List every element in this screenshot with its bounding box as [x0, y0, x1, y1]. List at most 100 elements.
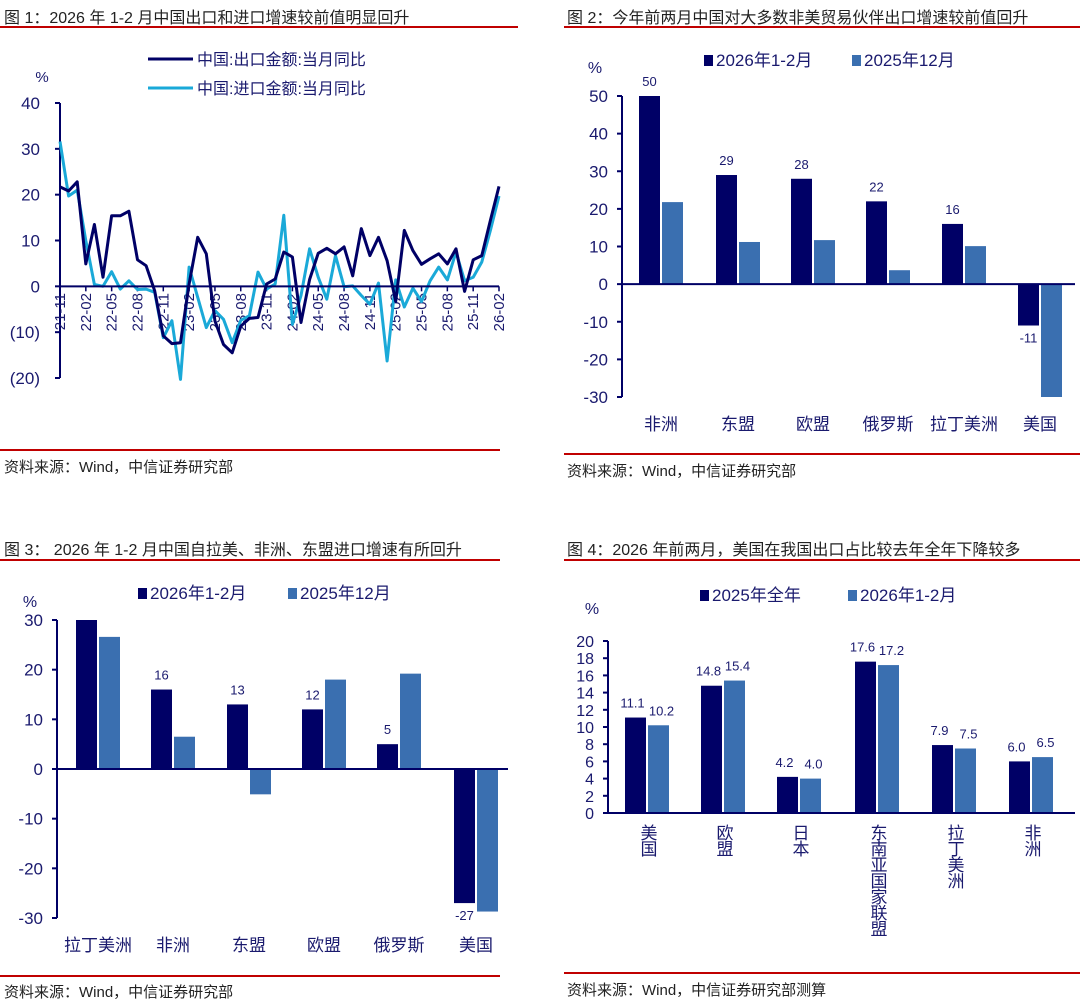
chart3-y-tick-label: 10 — [24, 710, 43, 729]
chart4-data-label: 7.5 — [959, 727, 977, 742]
chart1-y-tick-label: 30 — [21, 140, 40, 159]
chart3-y-tick-label: 0 — [34, 760, 43, 779]
chart4-title-rule — [564, 559, 1080, 561]
chart4-legend-swatch-1 — [848, 590, 857, 601]
chart4-data-label: 4.0 — [804, 757, 822, 772]
chart3-bar-a — [227, 704, 248, 769]
chart3-category-label: 欧盟 — [307, 936, 341, 955]
chart4-category-label: 东南亚国家联盟 — [868, 824, 888, 937]
chart3-category-label: 俄罗斯 — [374, 936, 425, 955]
chart1-x-tick-label: 22-08 — [129, 293, 146, 331]
chart4-source-rule — [564, 972, 1080, 974]
chart4-y-tick-label: 16 — [576, 668, 594, 685]
chart2-y-tick-label: 20 — [589, 200, 608, 219]
chart3-y-tick-label: 20 — [24, 661, 43, 680]
chart4-data-label: 15.4 — [725, 659, 750, 674]
chart2-bar-b — [965, 246, 986, 285]
chart4-bar-a — [701, 685, 722, 813]
chart4-y-tick-label: 12 — [576, 703, 594, 720]
chart2-bar-a — [639, 96, 660, 285]
chart4-category-label: 欧盟 — [714, 824, 734, 857]
chart4-bar-a — [932, 745, 953, 813]
chart4-y-tick-label: 14 — [576, 686, 594, 703]
chart2-y-tick-label: 40 — [589, 125, 608, 144]
chart3-bar-b — [477, 769, 498, 912]
chart2-y-unit: % — [588, 60, 602, 77]
chart3-bar-a — [377, 744, 398, 769]
chart4-category-label: 非洲 — [1022, 824, 1042, 857]
chart2-bar-b — [739, 241, 760, 285]
chart1-x-tick-label: 25-08 — [439, 293, 456, 331]
chart1-series-line-1 — [58, 141, 501, 381]
chart1-y-tick-label: 40 — [21, 94, 40, 113]
chart4-category-label: 拉丁美洲 — [945, 824, 965, 889]
chart4-y-tick-label: 0 — [585, 806, 594, 823]
chart2-bar-a — [716, 175, 737, 285]
chart2-legend-label-1: 2025年12月 — [864, 51, 955, 70]
chart1-title: 图 1：2026 年 1-2 月中国出口和进口增速较前值明显回升 — [4, 10, 410, 27]
chart3-legend-label-0: 2026年1-2月 — [150, 584, 246, 603]
chart4-legend-label-1: 2026年1-2月 — [860, 586, 956, 605]
chart4-y-tick-label: 4 — [585, 772, 594, 789]
chart3-y-tick-label: -10 — [18, 810, 43, 829]
chart4-y-tick-label: 10 — [576, 720, 594, 737]
chart2-title-rule — [564, 26, 1080, 28]
chart2-bar-a — [942, 223, 963, 285]
chart2-bar-b — [814, 240, 835, 285]
chart1-x-tick-label: 22-05 — [104, 293, 121, 331]
chart3-bar-a — [302, 709, 323, 769]
chart4-y-unit: % — [585, 601, 599, 618]
chart2-category-label: 非洲 — [644, 415, 678, 434]
chart4-y-tick-label: 6 — [585, 754, 594, 771]
chart4-y-tick-label: 2 — [585, 789, 594, 806]
chart2-title: 图 2：今年前两月中国对大多数非美贸易伙伴出口增速较前值回升 — [567, 10, 1029, 27]
chart4-legend-swatch-0 — [700, 590, 709, 601]
chart4-source: 资料来源：Wind，中信证券研究部测算 — [567, 982, 827, 999]
chart3-bar-b — [99, 636, 120, 769]
chart2-y-tick-label: 30 — [589, 162, 608, 181]
chart3-bar-b — [174, 736, 195, 769]
chart2-bar-a — [791, 178, 812, 285]
chart1-y-tick-label: (20) — [10, 369, 40, 388]
chart1-series-line-0 — [59, 180, 501, 355]
chart2-data-label: -11 — [1020, 331, 1038, 346]
chart4-bar-a — [777, 776, 798, 813]
chart4-data-label: 14.8 — [696, 664, 721, 679]
chart2-source: 资料来源：Wind，中信证券研究部 — [567, 463, 797, 480]
chart2-legend-swatch-0 — [704, 55, 713, 66]
chart4-y-tick-label: 8 — [585, 737, 594, 754]
chart3-source: 资料来源：Wind，中信证券研究部 — [4, 984, 234, 1001]
chart3-bar-b — [250, 769, 271, 795]
chart3-y-unit: % — [23, 594, 37, 611]
chart3-legend-swatch-1 — [288, 588, 297, 599]
chart1-x-tick-label: 24-05 — [310, 293, 327, 331]
chart4-category-label: 日本 — [790, 824, 810, 857]
chart2-data-label: 16 — [945, 202, 959, 217]
chart1-y-unit: % — [35, 69, 48, 86]
chart1-x-tick-label: 21-11 — [52, 293, 69, 330]
chart2-source-rule — [564, 453, 1080, 455]
chart3-y-tick-label: -20 — [18, 859, 43, 878]
chart3-data-label: 13 — [230, 682, 244, 697]
chart3-y-tick-label: 30 — [24, 611, 43, 630]
chart3-data-label: 12 — [305, 687, 319, 702]
chart4-bar-a — [855, 661, 876, 813]
chart3-y-tick-label: -30 — [18, 909, 43, 928]
chart4-bar-b — [724, 680, 745, 813]
chart4-data-label: 11.1 — [620, 696, 644, 711]
chart3-category-label: 非洲 — [156, 936, 190, 955]
chart3-bar-a — [151, 689, 172, 769]
chart3-legend-swatch-0 — [138, 588, 147, 599]
chart1-x-tick-label: 25-05 — [414, 293, 431, 331]
chart3-title-rule — [0, 559, 500, 561]
chart1-y-tick-label: 20 — [21, 186, 40, 205]
chart2-y-tick-label: 0 — [599, 275, 608, 294]
chart1-source-rule — [0, 449, 500, 451]
chart2-legend-swatch-1 — [852, 55, 861, 66]
chart1-y-tick-label: (10) — [10, 323, 40, 342]
chart4-data-label: 17.6 — [850, 640, 875, 655]
chart2-data-label: 50 — [642, 74, 656, 89]
chart2-y-tick-label: -10 — [583, 313, 608, 332]
chart2-category-label: 拉丁美洲 — [930, 415, 998, 434]
